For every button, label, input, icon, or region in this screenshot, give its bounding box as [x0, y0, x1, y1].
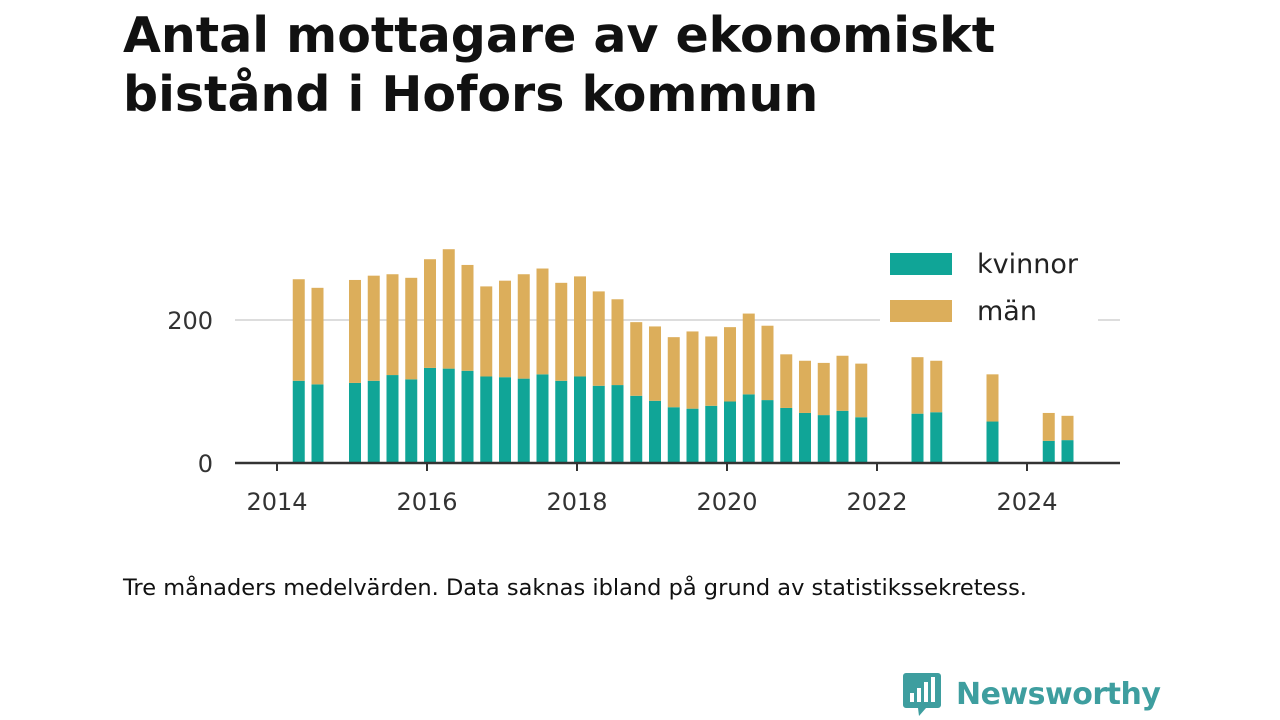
- bar-man-17: [630, 322, 643, 396]
- x-tick-label-2016: 2016: [396, 488, 457, 516]
- bar-man-31: [930, 360, 943, 413]
- y-tick-label-0: 0: [198, 450, 213, 478]
- x-tick-label-2024: 2024: [996, 488, 1057, 516]
- chart-title: Antal mottagare av ekonomiskt bistånd i …: [123, 6, 1123, 124]
- chart-title-line-1: Antal mottagare av ekonomiskt: [123, 7, 996, 64]
- bar-man-10: [499, 280, 511, 378]
- legend-label-man: män: [977, 296, 1037, 327]
- bar-kvinnor-14: [574, 376, 586, 463]
- bar-kvinnor-21: [705, 405, 718, 463]
- bar-kvinnor-6: [424, 367, 436, 463]
- bar-kvinnor-0: [292, 380, 305, 463]
- bar-man-0: [292, 279, 305, 381]
- x-tick-label-2014: 2014: [246, 488, 307, 516]
- bar-kvinnor-16: [611, 385, 624, 463]
- bar-man-8: [461, 264, 474, 371]
- bar-kvinnor-8: [461, 370, 474, 463]
- stacked-bar-chart: 0 200 2014 2016 2018 2020 2022 2024 kvinnor män: [167, 249, 1120, 516]
- bar-kvinnor-18: [649, 400, 661, 463]
- bar-kvinnor-32: [986, 421, 999, 463]
- bar-man-1: [311, 287, 324, 385]
- bar-kvinnor-23: [742, 394, 755, 463]
- bar-man-32: [986, 374, 999, 422]
- x-tick-label-2018: 2018: [546, 488, 607, 516]
- brand-name: Newsworthy: [956, 676, 1161, 712]
- bar-kvinnor-7: [442, 368, 455, 463]
- bar-man-25: [780, 354, 793, 408]
- bar-kvinnor-19: [667, 407, 680, 463]
- bar-kvinnor-10: [499, 377, 511, 463]
- newsworthy-logo[interactable]: Newsworthy: [902, 668, 1161, 720]
- bar-man-12: [536, 268, 549, 375]
- bar-man-11: [517, 274, 530, 379]
- x-tick-label-2022: 2022: [846, 488, 907, 516]
- bar-man-6: [424, 259, 436, 368]
- bar-man-19: [667, 337, 680, 408]
- bar-man-28: [836, 355, 849, 411]
- bar-man-9: [480, 286, 493, 377]
- bar-kvinnor-5: [405, 379, 418, 463]
- legend-swatch-kvinnor: [890, 253, 952, 275]
- bar-kvinnor-34: [1061, 440, 1074, 463]
- bar-man-26: [799, 360, 811, 413]
- bar-man-13: [555, 282, 568, 381]
- bar-man-16: [611, 299, 624, 386]
- bar-kvinnor-17: [630, 395, 643, 463]
- bar-man-22: [724, 327, 736, 402]
- bar-man-15: [592, 291, 605, 386]
- bar-kvinnor-12: [536, 374, 549, 463]
- x-tick-label-2020: 2020: [696, 488, 757, 516]
- bar-man-29: [855, 363, 868, 418]
- bar-kvinnor-13: [555, 380, 568, 463]
- bar-man-34: [1061, 415, 1074, 441]
- bar-man-33: [1042, 412, 1055, 441]
- bar-man-20: [686, 331, 699, 409]
- bar-kvinnor-11: [517, 378, 530, 463]
- bar-man-4: [386, 274, 399, 376]
- bar-man-23: [742, 313, 755, 395]
- bar-man-30: [911, 357, 924, 414]
- chart-caption: Tre månaders medelvärden. Data saknas ib…: [123, 575, 1027, 601]
- bar-man-5: [405, 277, 418, 380]
- bar-kvinnor-30: [911, 413, 924, 463]
- bar-kvinnor-28: [836, 410, 849, 463]
- bar-man-24: [761, 325, 774, 401]
- bar-kvinnor-2: [349, 382, 361, 463]
- bar-kvinnor-29: [855, 417, 868, 463]
- bar-kvinnor-3: [367, 380, 380, 463]
- chart-title-line-2: bistånd i Hofors kommun: [123, 66, 819, 123]
- bar-man-2: [349, 279, 361, 383]
- bar-kvinnor-31: [930, 412, 943, 463]
- y-tick-label-200: 200: [167, 307, 213, 335]
- bar-kvinnor-9: [480, 376, 493, 463]
- bar-kvinnor-26: [799, 412, 811, 463]
- bar-man-14: [574, 276, 586, 377]
- bar-kvinnor-22: [724, 401, 736, 463]
- legend-label-kvinnor: kvinnor: [977, 249, 1079, 280]
- bar-man-3: [367, 275, 380, 381]
- bar-kvinnor-33: [1042, 440, 1055, 463]
- newsworthy-logo-icon: [903, 673, 941, 716]
- bar-kvinnor-15: [592, 385, 605, 463]
- bar-man-27: [817, 362, 830, 416]
- bar-kvinnor-24: [761, 400, 774, 463]
- legend-swatch-man: [890, 300, 952, 322]
- bar-man-21: [705, 336, 718, 406]
- bar-man-7: [442, 249, 455, 369]
- bar-kvinnor-1: [311, 384, 324, 463]
- bar-kvinnor-4: [386, 375, 399, 463]
- bar-kvinnor-27: [817, 415, 830, 463]
- bar-man-18: [649, 326, 661, 401]
- bar-kvinnor-20: [686, 408, 699, 463]
- bar-kvinnor-25: [780, 407, 793, 463]
